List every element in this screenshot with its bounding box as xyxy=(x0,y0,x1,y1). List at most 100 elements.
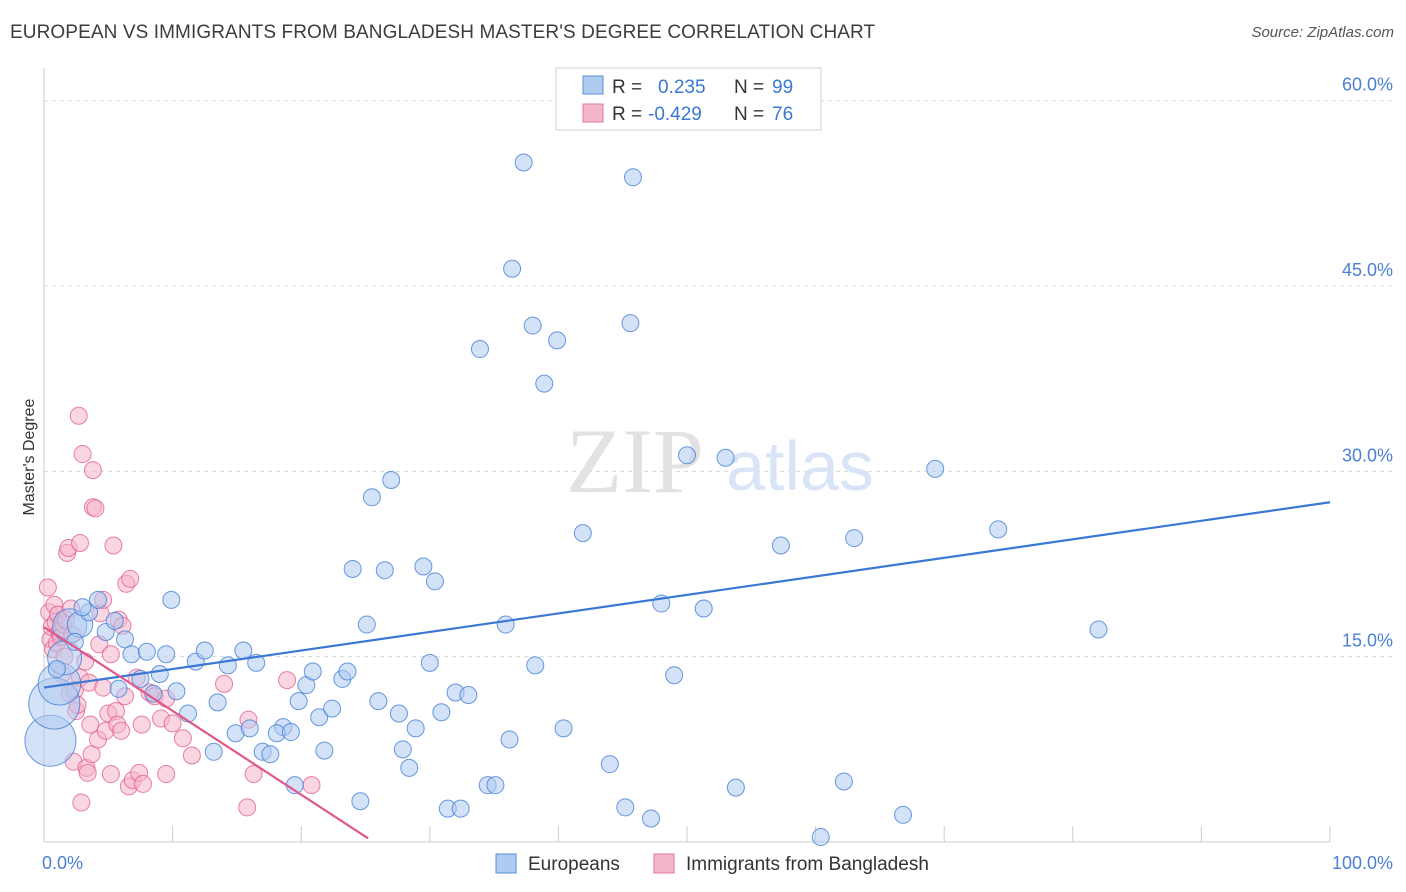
point-europeans-26 xyxy=(234,641,253,660)
point-europeans-90 xyxy=(845,529,864,548)
point-europeans-72 xyxy=(548,331,567,350)
legend-n-label-europeans: N = xyxy=(734,77,764,98)
point-bangladesh-0 xyxy=(38,578,57,597)
point-europeans-69 xyxy=(526,656,545,675)
point-europeans-98 xyxy=(109,679,128,698)
point-europeans-60 xyxy=(451,799,470,818)
y-tick-label-15: 15.0% xyxy=(1342,631,1393,651)
point-europeans-15 xyxy=(150,664,169,683)
point-europeans-9 xyxy=(105,611,124,630)
point-bangladesh-45 xyxy=(101,645,120,664)
point-europeans-76 xyxy=(616,798,635,817)
point-bangladesh-26 xyxy=(72,793,91,812)
point-europeans-67 xyxy=(500,730,519,749)
point-bangladesh-27 xyxy=(71,534,90,553)
point-europeans-92 xyxy=(926,459,945,478)
bottom-legend-swatch-bangladesh xyxy=(653,853,675,874)
point-europeans-77 xyxy=(621,314,640,333)
point-bangladesh-41 xyxy=(94,678,113,697)
point-bangladesh-37 xyxy=(86,499,105,518)
point-europeans-21 xyxy=(195,641,214,660)
point-europeans-45 xyxy=(357,615,376,634)
point-europeans-13 xyxy=(137,642,156,661)
legend-n-label-bangladesh: N = xyxy=(734,104,764,125)
point-europeans-7 xyxy=(89,590,108,609)
legend-n-value-bangladesh: 76 xyxy=(772,104,793,125)
point-bangladesh-33 xyxy=(81,715,100,734)
grid-layer: 15.0% 30.0% 45.0% 60.0% xyxy=(44,75,1393,658)
axis-layer: 0.0% 100.0% Master's Degree xyxy=(21,68,1393,873)
point-europeans-91 xyxy=(894,805,913,824)
point-europeans-40 xyxy=(323,699,342,718)
point-europeans-73 xyxy=(554,719,573,738)
point-europeans-17 xyxy=(162,590,181,609)
trend-line-bangladesh xyxy=(43,626,369,840)
point-europeans-95 xyxy=(47,660,66,679)
point-europeans-39 xyxy=(315,741,334,760)
point-europeans-85 xyxy=(726,778,745,797)
legend-r-value-bangladesh: -0.429 xyxy=(648,104,702,125)
trend-line-europeans xyxy=(43,501,1331,689)
y-tick-label-45: 45.0% xyxy=(1342,260,1393,280)
series-legend: Europeans Immigrants from Bangladesh xyxy=(495,853,929,875)
point-bangladesh-60 xyxy=(132,715,151,734)
legend-n-value-europeans: 99 xyxy=(772,77,793,98)
point-europeans-81 xyxy=(665,666,684,685)
correlation-legend: R = 0.235 N = 99 R = -0.429 N = 76 xyxy=(555,67,822,131)
y-axis-title: Master's Degree xyxy=(21,398,38,515)
bottom-legend-swatch-europeans xyxy=(495,853,517,874)
point-europeans-88 xyxy=(811,828,830,847)
y-tick-label-30: 30.0% xyxy=(1342,445,1393,465)
point-europeans-33 xyxy=(281,723,300,742)
point-europeans-57 xyxy=(432,703,451,722)
point-europeans-35 xyxy=(289,692,308,711)
point-europeans-54 xyxy=(414,557,433,576)
point-europeans-79 xyxy=(641,809,660,828)
point-europeans-56 xyxy=(425,572,444,591)
point-europeans-51 xyxy=(393,740,412,759)
point-bangladesh-69 xyxy=(182,746,201,765)
point-europeans-74 xyxy=(573,524,592,543)
x-tick-label-min: 0.0% xyxy=(42,853,83,873)
point-europeans-11 xyxy=(122,645,141,664)
point-europeans-42 xyxy=(338,662,357,681)
legend-r-label-europeans: R = xyxy=(612,77,642,98)
point-bangladesh-70 xyxy=(244,765,263,784)
point-bangladesh-74 xyxy=(302,776,321,795)
watermark-atlas: atlas xyxy=(726,427,874,505)
point-europeans-46 xyxy=(362,488,381,507)
x-tick-label-max: 100.0% xyxy=(1332,853,1393,873)
point-europeans-87 xyxy=(771,536,790,555)
point-europeans-82 xyxy=(678,446,696,465)
point-bangladesh-36 xyxy=(83,461,102,480)
series-bangladesh-points xyxy=(38,406,321,817)
point-europeans-48 xyxy=(375,561,394,580)
point-bangladesh-61 xyxy=(134,774,153,793)
bottom-legend-label-bangladesh: Immigrants from Bangladesh xyxy=(686,854,929,875)
point-europeans-71 xyxy=(535,374,554,393)
y-tick-label-60: 60.0% xyxy=(1342,75,1393,95)
point-europeans-70 xyxy=(523,316,542,335)
bottom-legend-label-europeans: Europeans xyxy=(528,854,620,875)
point-bangladesh-31 xyxy=(78,763,97,782)
point-europeans-43 xyxy=(343,559,362,578)
point-europeans-50 xyxy=(389,704,408,723)
point-europeans-78 xyxy=(623,168,642,187)
point-bangladesh-51 xyxy=(112,721,131,740)
point-europeans-75 xyxy=(600,755,619,774)
legend-r-label-bangladesh: R = xyxy=(612,104,642,125)
point-bangladesh-28 xyxy=(73,445,92,464)
series-europeans-points xyxy=(24,105,1108,847)
point-bangladesh-47 xyxy=(104,536,123,555)
point-europeans-68 xyxy=(514,153,533,172)
point-europeans-66 xyxy=(503,259,522,278)
point-europeans-64 xyxy=(486,776,505,795)
point-europeans-65 xyxy=(496,615,515,634)
point-bangladesh-65 xyxy=(157,765,176,784)
point-europeans-97 xyxy=(73,598,92,617)
legend-swatch-europeans xyxy=(582,75,604,95)
point-europeans-23 xyxy=(204,742,223,761)
point-bangladesh-24 xyxy=(69,406,88,425)
point-bangladesh-75 xyxy=(238,798,257,817)
